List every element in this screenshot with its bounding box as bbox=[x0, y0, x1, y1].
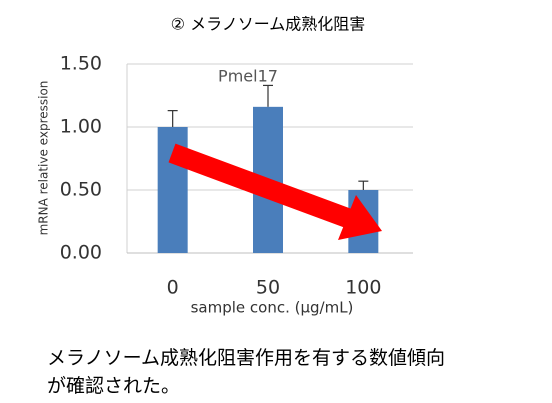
trend-arrow bbox=[168, 143, 382, 240]
bar bbox=[157, 127, 188, 253]
x-tick-label: 50 bbox=[256, 277, 280, 299]
y-tick-label: 1.00 bbox=[60, 116, 102, 138]
caption-line: メラノソーム成熟化阻害作用を有する数値傾向 bbox=[47, 347, 446, 369]
x-axis-label: sample conc. (μg/mL) bbox=[191, 299, 354, 317]
y-tick-label: 0.00 bbox=[60, 242, 102, 264]
y-tick-label: 1.50 bbox=[60, 53, 102, 75]
y-tick-label: 0.50 bbox=[60, 179, 102, 201]
chart: ② メラノソーム成熟化阻害 Pmel17 mRNA relative expre… bbox=[37, 15, 413, 317]
x-tick-label: 100 bbox=[345, 277, 381, 299]
chart-title: ② メラノソーム成熟化阻害 bbox=[171, 15, 366, 34]
caption-line: が確認された。 bbox=[47, 375, 181, 397]
chart-subtitle: Pmel17 bbox=[218, 67, 278, 86]
y-axis-label: mRNA relative expression bbox=[37, 81, 51, 236]
x-tick-label: 0 bbox=[167, 277, 179, 299]
